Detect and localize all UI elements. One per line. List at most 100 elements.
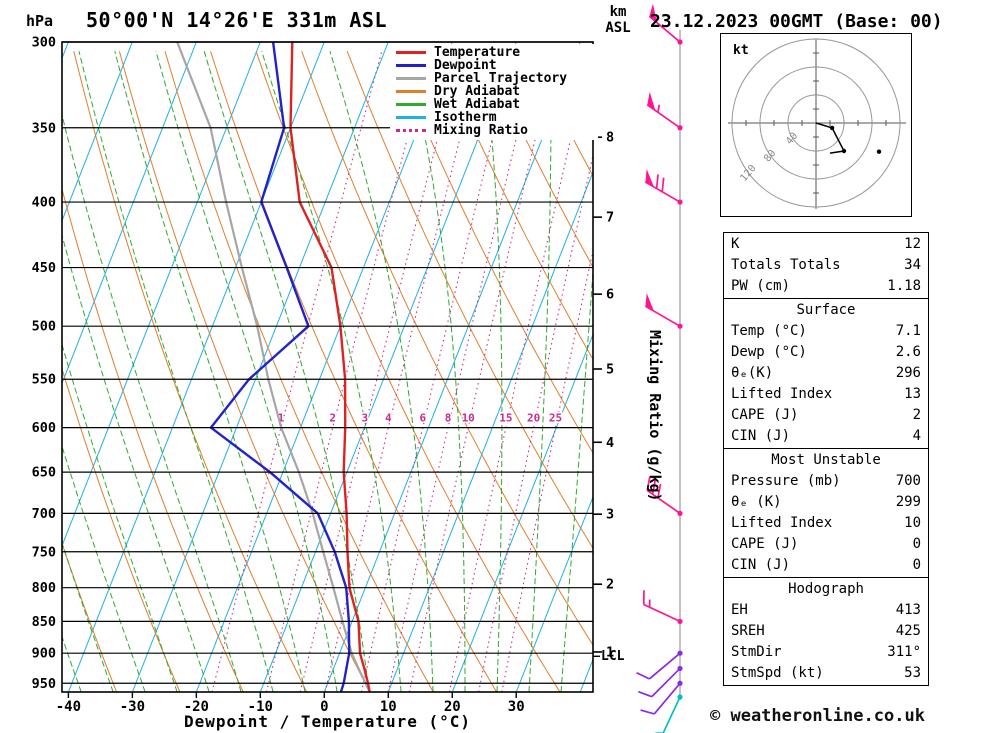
hodograph-trace-dot <box>841 148 847 154</box>
table-row-value: 413 <box>895 602 921 618</box>
km-tick-label: 6 <box>606 287 614 303</box>
table-row-value: 7.1 <box>895 323 921 339</box>
pressure-tick-label: 600 <box>32 420 56 436</box>
pressure-tick-label: 950 <box>32 676 56 692</box>
table-row-label: StmDir <box>731 644 782 660</box>
km-tick-label: 8 <box>606 130 614 146</box>
temp-tick-label: 0 <box>320 699 328 715</box>
mixing-ratio-line <box>360 51 515 692</box>
wind-barb <box>655 694 683 733</box>
table-row-label: K <box>731 236 740 252</box>
km-tick-label: 5 <box>606 362 614 378</box>
legend-line-swatch <box>396 129 426 132</box>
x-axis-label: Dewpoint / Temperature (°C) <box>183 712 472 731</box>
wind-barb-column <box>636 3 683 733</box>
dry-adiabat-line <box>574 50 593 88</box>
table-row-label: PW (cm) <box>731 278 791 294</box>
km-tick-label: 2 <box>606 577 614 593</box>
wet-adiabat-line <box>261 51 402 692</box>
legend-label: Wet Adiabat <box>434 97 521 112</box>
mixing-ratio-value: 2 <box>329 412 336 425</box>
legend-item: Mixing Ratio <box>396 123 598 138</box>
legend-item: Isotherm <box>396 110 598 125</box>
mixing-ratio-value: 1 <box>278 412 285 425</box>
wet-adiabat-line <box>62 444 146 692</box>
wet-adiabat-line <box>114 51 306 692</box>
table-row-value: 13 <box>904 386 921 402</box>
isotherm-line <box>62 42 133 223</box>
dry-adiabat-line <box>666 51 710 692</box>
hodograph-trace-dot <box>876 149 882 154</box>
legend-line-swatch <box>396 51 426 54</box>
legend-item: Dewpoint <box>396 58 598 73</box>
skewt-chart: 1 2 3 4 6 8 10 15 20 2530035040045050055060065070… <box>32 3 710 733</box>
dry-adiabat-line <box>529 50 593 178</box>
mixing-ratio-line <box>408 51 557 692</box>
legend-item: Dry Adiabat <box>396 84 598 99</box>
mixing-ratio-line <box>448 51 592 692</box>
mixing-ratio-value: 20 <box>527 412 540 425</box>
wet-adiabat-line <box>406 51 466 692</box>
hodograph-ring <box>731 38 901 208</box>
legend-label: Dewpoint <box>434 58 497 73</box>
dry-adiabat-line <box>164 51 434 692</box>
hodograph-ring <box>759 66 873 180</box>
plot-frame <box>61 41 594 693</box>
legend-item: Temperature <box>396 45 598 60</box>
pressure-tick-label: 350 <box>32 120 56 136</box>
pressure-tick-label: 650 <box>32 465 56 481</box>
pressure-tick-label: 450 <box>32 260 56 276</box>
temp-tick-label: 10 <box>380 699 397 715</box>
hodograph-unit-label: kt <box>733 43 749 58</box>
parcel-trajectory-line <box>176 42 371 692</box>
table-row: PW (cm) 1.18 <box>724 276 928 297</box>
mixing-ratio-line <box>501 248 593 692</box>
table-row: Lifted Index 10 <box>724 513 928 534</box>
legend-line-swatch <box>396 64 426 67</box>
dry-adiabat-line <box>210 51 498 692</box>
table-row-label: CAPE (J) <box>731 407 799 423</box>
wet-adiabat-line <box>78 51 274 692</box>
isotherm-line <box>387 170 593 692</box>
site-credit[interactable]: © weatheronline.co.uk <box>710 706 925 726</box>
table-section: Hodograph EH 413 SREH 425 StmDir 311° StmSpd (k… <box>724 578 928 685</box>
table-row: CIN (J) 4 <box>724 426 928 447</box>
table-section-title: Surface <box>796 302 856 318</box>
table-row: EH 413 <box>724 600 928 621</box>
table-row-value: 700 <box>895 473 921 489</box>
mixing-ratio-value: 15 <box>499 412 512 425</box>
table-row-label: CIN (J) <box>731 557 791 573</box>
wet-adiabat-line <box>62 112 242 692</box>
wet-adiabat-line <box>560 265 593 692</box>
table-row-value: 10 <box>904 515 921 531</box>
dry-adiabat-line <box>255 51 561 692</box>
table-section: Most Unstable Pressure (mb) 700 θₑ (K) 299 Li… <box>724 449 928 578</box>
table-row: SREH 425 <box>724 621 928 642</box>
wind-barb <box>636 650 683 680</box>
table-row: StmDir 311° <box>724 642 928 663</box>
pressure-tick-label: 550 <box>32 372 56 388</box>
isotherm-line <box>62 42 261 548</box>
km-tick-label: 7 <box>606 210 614 226</box>
table-section-title: Most Unstable <box>771 452 881 468</box>
legend-line-swatch <box>396 103 426 106</box>
pressure-tick-label: 850 <box>32 614 56 630</box>
pressure-tick-label: 800 <box>32 580 56 596</box>
pressure-tick-label: 700 <box>32 506 56 522</box>
table-row-value: 2 <box>912 407 921 423</box>
table-row-label: EH <box>731 602 748 618</box>
dry-adiabat-line <box>62 367 181 692</box>
mixing-ratio-line <box>265 51 431 692</box>
mixing-ratio-value: 4 <box>385 412 392 425</box>
table-row: StmSpd (kt) 53 <box>724 663 928 684</box>
wind-barb <box>648 3 683 45</box>
isotherm-line <box>62 42 197 385</box>
isotherm-line <box>259 42 517 692</box>
dry-adiabat-line <box>437 51 593 361</box>
table-row-value: 0 <box>912 557 921 573</box>
mixing-ratio-line <box>324 51 483 692</box>
dry-adiabat-line <box>392 51 593 454</box>
table-row-label: θₑ(K) <box>731 365 774 381</box>
table-row-label: CIN (J) <box>731 428 791 444</box>
mixing-ratio-line <box>478 153 593 692</box>
